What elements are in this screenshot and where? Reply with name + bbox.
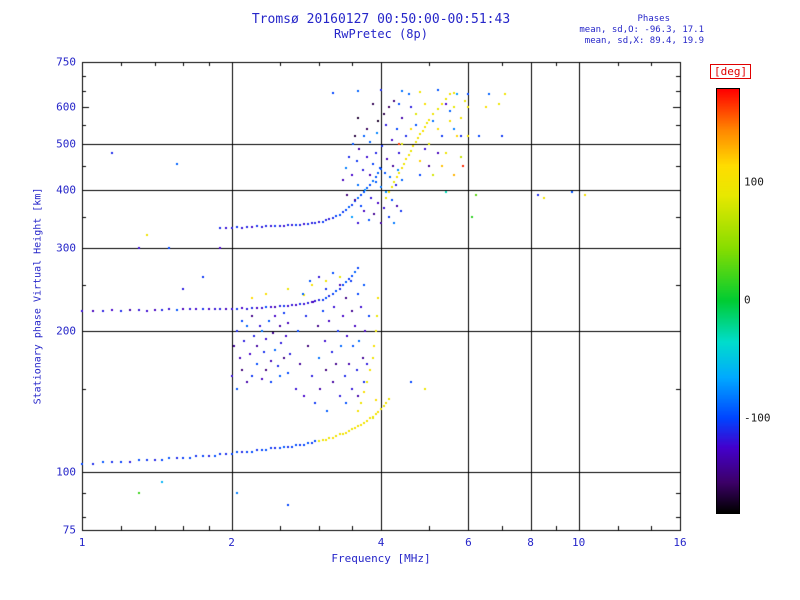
colorbar-tick-label: -100	[744, 411, 771, 425]
y-tick-label: 500	[56, 137, 76, 151]
chart-title: Tromsø 20160127 00:50:00-00:51:43	[251, 12, 511, 27]
colorbar-canvas	[716, 88, 740, 514]
phase-stats-x-mode: mean, sd,X: 89.4, 19.9	[584, 36, 704, 46]
colorbar-tick-label: 0	[744, 293, 751, 307]
x-tick-label: 8	[527, 536, 534, 549]
x-tick-label: 10	[572, 536, 586, 549]
colorbar-tick-label: 100	[744, 175, 764, 189]
y-axis-label: Stationary phase Virtual Height [km]	[32, 187, 44, 405]
x-tick-label: 4	[377, 536, 385, 549]
y-tick-label: 100	[56, 465, 76, 479]
chart-subtitle: RwPretec (8p)	[334, 27, 428, 41]
phase-stats-o-mode: mean, sd,O: -96.3, 17.1	[579, 25, 704, 35]
y-tick-label: 600	[56, 100, 76, 114]
y-tick-label: 400	[56, 183, 76, 197]
colorbar-unit-label: [deg]	[710, 64, 752, 79]
x-tick-label: 16	[673, 536, 687, 549]
x-tick-label: 2	[228, 536, 235, 549]
y-tick-label: 200	[56, 324, 76, 338]
y-tick-label: 750	[56, 55, 76, 69]
y-tick-label: 300	[56, 241, 76, 255]
phase-stats-block: Phases mean, sd,O: -96.3, 17.1 mean, sd,…	[579, 14, 704, 47]
y-tick-label: 75	[62, 523, 76, 537]
phase-stats-header: Phases	[637, 14, 670, 24]
x-tick-label: 1	[78, 536, 86, 549]
x-tick-label: 6	[465, 536, 472, 549]
x-axis-label: Frequency [MHz]	[331, 552, 431, 565]
